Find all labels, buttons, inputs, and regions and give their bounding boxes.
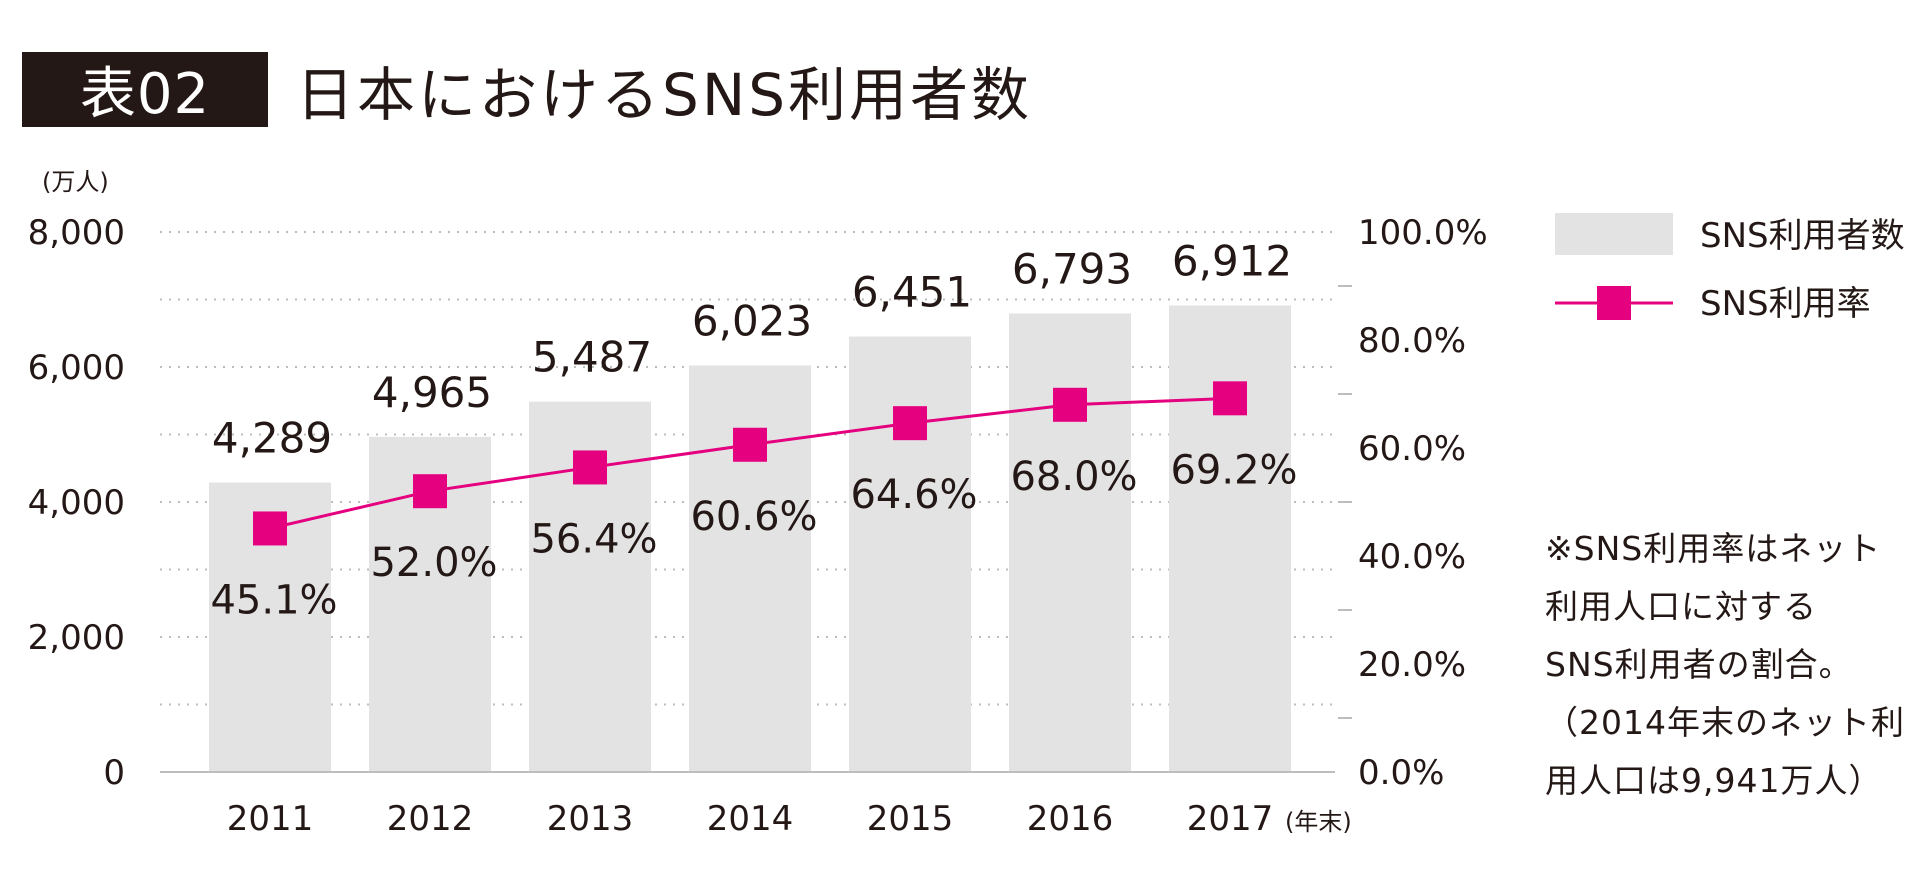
x-tick-label: 2016 <box>1027 799 1114 839</box>
x-tick-label: 2014 <box>707 799 794 839</box>
bar-value-label: 6,912 <box>1172 236 1292 285</box>
legend-label-bar: SNS利用者数 <box>1700 216 1905 256</box>
title-badge: 表02 <box>22 52 268 127</box>
rate-value-label: 69.2% <box>1170 447 1297 493</box>
rate-point <box>893 406 927 441</box>
x-tick-label: 2012 <box>387 799 474 839</box>
chart-title: 表02 日本におけるSNS利用者数 <box>22 52 1032 129</box>
bar-value-label: 6,451 <box>852 268 972 317</box>
y-left-tick-label: 0 <box>103 753 125 793</box>
bar <box>1009 313 1131 772</box>
y-right-tick-label: 80.0% <box>1358 321 1466 361</box>
x-tick-label: 2017 <box>1187 799 1274 839</box>
y-left-unit: (万人) <box>42 168 109 196</box>
rate-point <box>1213 381 1247 416</box>
bar <box>849 336 971 772</box>
bar-value-label: 5,487 <box>532 333 652 382</box>
x-tick-label: 2011 <box>227 799 314 839</box>
x-tick-label: 2015 <box>867 799 954 839</box>
rate-value-label: 56.4% <box>530 516 657 562</box>
rate-point <box>573 450 607 485</box>
x-unit-label: (年末) <box>1285 808 1352 836</box>
rate-point <box>1053 387 1087 422</box>
legend-swatch-bar <box>1555 213 1673 255</box>
bar-value-label: 6,793 <box>1012 244 1132 293</box>
rate-value-label: 45.1% <box>210 577 337 623</box>
rate-value-label: 60.6% <box>690 494 817 540</box>
rate-value-label: 64.6% <box>850 472 977 518</box>
y-right-tick-label: 20.0% <box>1358 645 1466 685</box>
legend-label-line: SNS利用率 <box>1700 284 1871 324</box>
y-left-tick-label: 8,000 <box>28 213 125 253</box>
bar-value-label: 4,965 <box>372 368 492 417</box>
y-left-tick-label: 2,000 <box>28 618 125 658</box>
rate-value-label: 68.0% <box>1010 454 1137 500</box>
y-right-tick-label: 40.0% <box>1358 537 1466 577</box>
rate-point <box>253 511 287 546</box>
bar-value-label: 6,023 <box>692 296 812 345</box>
x-tick-label: 2013 <box>547 799 634 839</box>
y-right-tick-label: 100.0% <box>1358 213 1488 253</box>
y-right-tick-label: 0.0% <box>1358 753 1444 793</box>
y-left-tick-label: 6,000 <box>28 348 125 388</box>
bar <box>689 365 811 772</box>
rate-value-label: 52.0% <box>370 540 497 586</box>
title-text: 日本におけるSNS利用者数 <box>296 60 1033 129</box>
y-right-tick-label: 60.0% <box>1358 429 1466 469</box>
rate-point <box>413 474 447 509</box>
legend-swatch-marker <box>1597 286 1631 320</box>
bar-value-label: 4,289 <box>212 413 332 462</box>
footnote: ※SNS利用率はネット 利用人口に対する SNS利用者の割合。 （2014年末の… <box>1545 529 1905 800</box>
y-left-tick-label: 4,000 <box>28 483 125 523</box>
bar <box>1169 305 1291 772</box>
rate-point <box>733 427 767 462</box>
